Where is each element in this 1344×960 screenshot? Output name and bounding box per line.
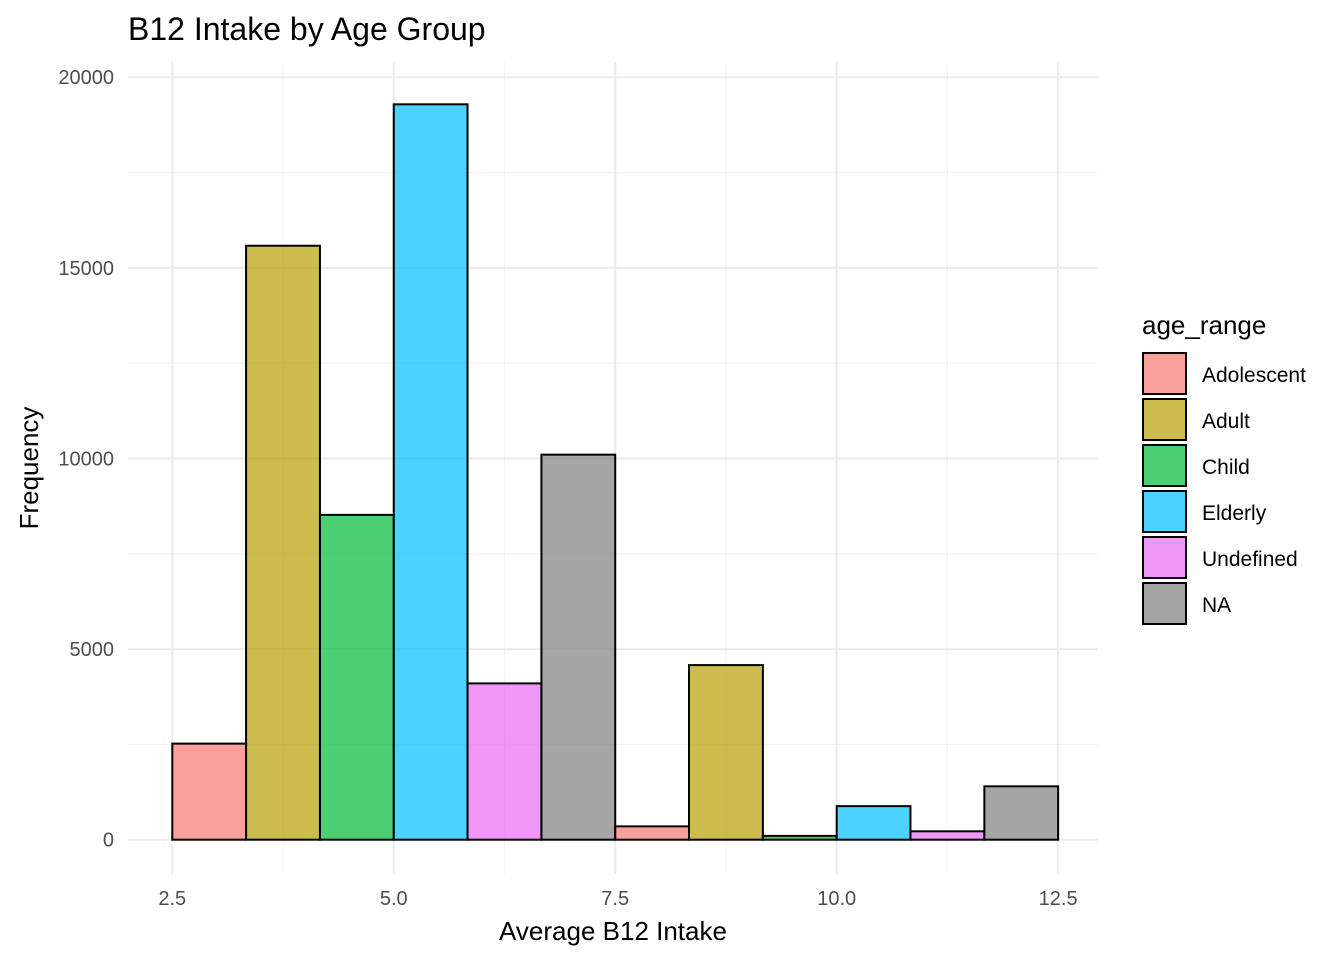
histogram-bar-child [761, 834, 838, 841]
histogram-bar-undefined [909, 830, 986, 841]
y-tick-label: 5000 [70, 639, 115, 661]
x-tick-label: 5.0 [380, 888, 408, 910]
y-tick-label: 20000 [58, 67, 114, 89]
x-tick-label: 12.5 [1039, 888, 1078, 910]
legend-label: Elderly [1202, 502, 1267, 525]
x-axis-title: Average B12 Intake [499, 916, 727, 946]
y-tick-label: 10000 [58, 448, 114, 470]
y-axis-ticks: 0 5000 10000 15000 20000 [58, 67, 114, 851]
x-tick-label: 2.5 [158, 888, 186, 910]
y-tick-label: 0 [103, 830, 114, 852]
histogram-bar-elderly [392, 103, 469, 841]
histogram-bar-adult [688, 664, 764, 841]
legend-label: NA [1202, 594, 1231, 617]
x-axis-ticks: 2.5 5.0 7.5 10.0 12.5 [158, 888, 1077, 910]
histogram-bar-na [983, 785, 1060, 841]
legend: age_range Adolescent Adult Child Elderly Und… [1142, 310, 1306, 625]
bars [171, 103, 1060, 841]
histogram-bar-child [318, 513, 395, 841]
legend-swatch-adolescent [1142, 352, 1187, 395]
legend-label: Child [1202, 456, 1250, 479]
x-tick-label: 10.0 [817, 888, 856, 910]
x-tick-label: 7.5 [601, 888, 629, 910]
legend-swatch-undefined [1142, 536, 1187, 579]
y-tick-label: 15000 [58, 258, 114, 280]
y-axis-title: Frequency [14, 407, 44, 530]
legend-swatch-elderly [1142, 490, 1187, 533]
histogram-bar-adolescent [171, 742, 248, 841]
histogram-bar-adult [245, 244, 321, 841]
histogram-bar-elderly [835, 805, 912, 841]
legend-swatch-na [1142, 582, 1187, 625]
legend-label: Undefined [1202, 548, 1298, 571]
histogram-bar-na [540, 453, 617, 841]
legend-label: Adult [1202, 410, 1250, 433]
histogram-bar-undefined [466, 682, 543, 841]
legend-swatch-child [1142, 444, 1187, 487]
legend-title: age_range [1142, 310, 1266, 340]
legend-swatch-adult [1142, 398, 1187, 441]
legend-label: Adolescent [1202, 364, 1306, 387]
histogram-bar-adolescent [614, 825, 691, 841]
chart-title: B12 Intake by Age Group [128, 11, 486, 47]
